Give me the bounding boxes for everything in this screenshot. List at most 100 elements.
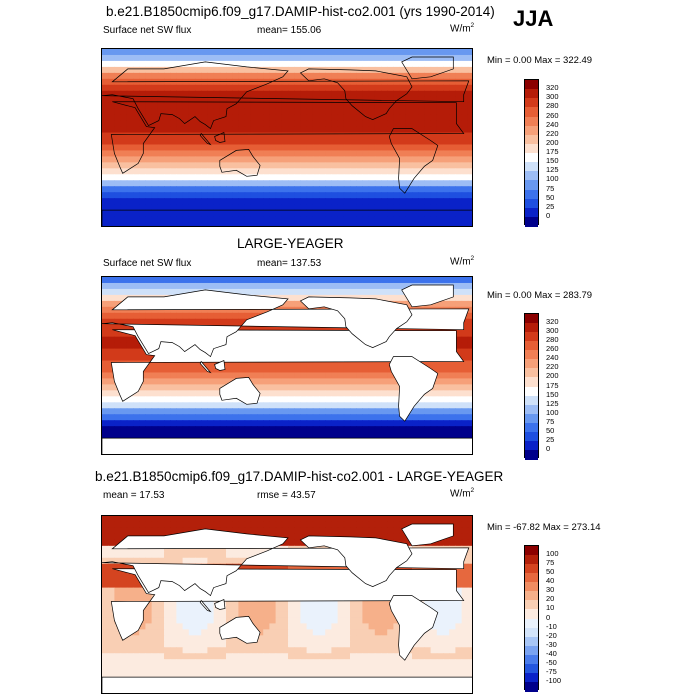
field-cell [244, 521, 252, 529]
field-cell [188, 372, 196, 380]
field-cell [281, 396, 289, 403]
field-cell [151, 150, 159, 157]
field-cell [424, 114, 432, 122]
field-cell [201, 168, 208, 175]
field-cell [139, 198, 146, 205]
field-cell [387, 629, 394, 636]
field-cell [443, 539, 450, 547]
field-cell [182, 378, 190, 385]
field-cell [356, 204, 363, 211]
field-cell [188, 66, 196, 74]
field-cell [405, 414, 413, 421]
field-cell [120, 641, 128, 648]
field-cell [337, 150, 345, 157]
field-cell [356, 162, 363, 169]
field-cell [257, 372, 264, 380]
field-cell [120, 593, 128, 601]
field-cell [319, 132, 326, 140]
field-cell [269, 156, 277, 163]
field-cell [201, 635, 208, 642]
field-cell [430, 120, 438, 128]
field-cell [368, 138, 376, 146]
field-cell [139, 288, 146, 296]
field-cell [250, 180, 258, 187]
field-cell [133, 138, 140, 146]
field-cell [319, 192, 326, 199]
field-cell [244, 60, 252, 68]
field-cell [449, 360, 456, 368]
field-cell [331, 384, 339, 391]
field-cell [387, 402, 394, 409]
field-cell [467, 162, 472, 169]
field-cell [188, 78, 196, 86]
field-cell [232, 306, 239, 314]
field-cell [436, 617, 444, 624]
field-cell [393, 174, 401, 181]
field-cell [418, 635, 425, 642]
field-cell [188, 557, 196, 565]
panel-1-units: W/m2 [450, 22, 475, 35]
field-cell [387, 390, 394, 397]
field-cell [467, 635, 472, 642]
field-cell [288, 611, 295, 619]
field-cell [356, 180, 363, 187]
field-cell [244, 216, 252, 223]
field-cell [443, 156, 450, 163]
field-cell [108, 539, 115, 547]
field-cell [151, 623, 159, 630]
field-cell [120, 348, 128, 356]
field-cell [108, 330, 115, 338]
field-cell [281, 84, 289, 92]
field-cell [405, 198, 413, 205]
field-cell [443, 60, 450, 68]
field-cell [207, 414, 215, 421]
field-cell [374, 138, 382, 146]
field-cell [337, 282, 345, 290]
field-cell [269, 277, 277, 284]
field-cell [170, 611, 177, 619]
field-cell [281, 533, 289, 541]
field-cell [257, 521, 264, 529]
field-cell [244, 162, 252, 169]
field-cell [219, 66, 227, 74]
field-cell [443, 611, 450, 619]
field-cell [405, 204, 413, 211]
field-cell [170, 623, 177, 630]
field-cell [269, 162, 277, 169]
field-cell [368, 617, 376, 624]
field-cell [176, 521, 184, 529]
field-cell [430, 539, 438, 547]
field-cell [226, 306, 233, 314]
field-cell [467, 312, 472, 320]
field-cell [362, 114, 370, 122]
field-cell [120, 60, 128, 68]
field-cell [102, 432, 109, 439]
field-cell [170, 521, 177, 529]
field-cell [145, 617, 153, 624]
field-cell [312, 210, 320, 217]
field-cell [207, 545, 215, 553]
field-cell [133, 318, 140, 326]
field-cell [387, 414, 394, 421]
field-cell [387, 294, 394, 302]
field-cell [250, 108, 258, 116]
field-cell [195, 318, 202, 326]
field-cell [157, 114, 165, 122]
field-cell [114, 66, 122, 74]
field-cell [337, 521, 345, 529]
field-cell [164, 54, 171, 62]
field-cell [263, 210, 270, 217]
field-cell [170, 426, 177, 433]
field-cell [331, 635, 339, 642]
field-cell [108, 390, 115, 397]
field-cell [412, 138, 419, 146]
field-cell [430, 516, 438, 523]
field-cell [164, 288, 171, 296]
field-cell [381, 156, 388, 163]
field-cell [294, 521, 301, 529]
field-cell [343, 78, 351, 86]
colorbar-segment [525, 386, 538, 397]
field-cell [195, 282, 202, 290]
field-cell [449, 72, 456, 80]
field-cell [120, 408, 128, 415]
